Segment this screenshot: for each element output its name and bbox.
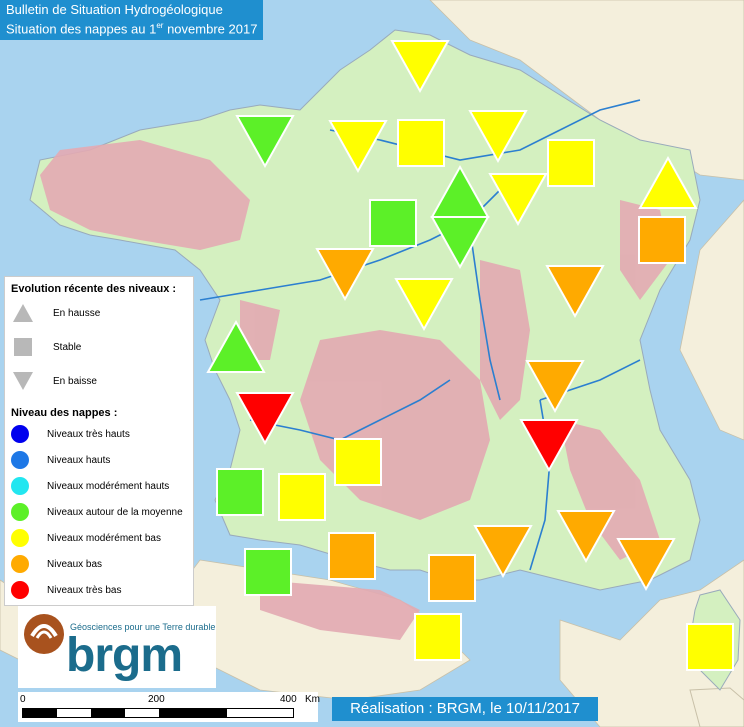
legend-level-label: Niveaux modérément bas — [47, 532, 161, 544]
level-dot-icon — [11, 503, 29, 521]
scale-tick-400: 400 — [280, 694, 297, 705]
legend-level-label: Niveaux autour de la moyenne — [47, 506, 183, 518]
logo-name: brgm — [66, 629, 183, 682]
credit-banner: Réalisation : BRGM, le 10/11/2017 — [332, 697, 598, 721]
scale-tick-0: 0 — [20, 694, 26, 705]
legend-level-item: Niveaux hauts — [11, 451, 110, 469]
station-marker-stable — [278, 473, 326, 521]
legend-level-item: Niveaux très bas — [11, 581, 121, 599]
station-marker-falling — [525, 360, 585, 414]
map-title: Bulletin de Situation Hydrogéologique Si… — [0, 0, 264, 41]
station-marker-falling — [556, 510, 616, 564]
station-marker-falling — [315, 248, 375, 302]
legend-panel: Evolution récente des niveaux : En hauss… — [4, 276, 194, 606]
station-marker-falling — [390, 40, 450, 94]
scale-graduation — [22, 708, 294, 718]
legend-evolution-title: Evolution récente des niveaux : — [11, 283, 177, 295]
station-marker-stable — [686, 623, 734, 671]
legend-level-item: Niveaux très hauts — [11, 425, 130, 443]
title-line-2-superscript: er — [156, 21, 164, 30]
level-dot-icon — [11, 581, 29, 599]
legend-level-label: Niveaux très hauts — [47, 428, 130, 440]
level-dot-icon — [11, 425, 29, 443]
station-marker-falling — [468, 110, 528, 164]
logo-tagline: Géosciences pour une Terre durable — [70, 622, 216, 632]
legend-level-item: Niveaux modérément bas — [11, 529, 161, 547]
legend-item-rising: En hausse — [11, 301, 100, 325]
station-marker-stable — [414, 613, 462, 661]
legend-level-label: Niveaux modérément hauts — [47, 480, 170, 492]
legend-item-label: En hausse — [53, 307, 101, 319]
station-marker-stable — [328, 532, 376, 580]
station-marker-falling — [519, 419, 579, 473]
title-line-2-start: Situation des nappes au 1 — [6, 21, 157, 37]
legend-level-label: Niveaux hauts — [47, 454, 111, 466]
station-marker-falling — [328, 120, 388, 174]
station-marker-rising — [638, 155, 698, 209]
scale-tick-200: 200 — [148, 694, 165, 705]
station-marker-stable — [216, 468, 264, 516]
legend-level-item: Niveaux autour de la moyenne — [11, 503, 183, 521]
legend-level-item: Niveaux bas — [11, 555, 102, 573]
station-marker-falling — [394, 278, 454, 332]
title-line-2-end: novembre 2017 — [163, 21, 258, 37]
station-marker-falling — [430, 216, 490, 270]
square-icon — [11, 335, 35, 359]
title-line-2: Situation des nappes au 1er novembre 201… — [6, 18, 257, 37]
station-marker-stable — [547, 139, 595, 187]
legend-item-stable: Stable — [11, 335, 81, 359]
station-marker-stable — [638, 216, 686, 264]
legend-item-label: Stable — [53, 341, 82, 353]
brgm-logo: Géosciences pour une Terre durable brgm — [18, 606, 216, 688]
brgm-emblem-icon — [24, 614, 64, 654]
legend-level-title: Niveau des nappes : — [11, 407, 118, 419]
legend-level-item: Niveaux modérément hauts — [11, 477, 169, 495]
station-marker-falling — [235, 115, 295, 169]
station-marker-stable — [244, 548, 292, 596]
legend-level-label: Niveaux très bas — [47, 584, 122, 596]
station-marker-falling — [545, 265, 605, 319]
station-marker-stable — [397, 119, 445, 167]
legend-item-label: En baisse — [53, 375, 97, 387]
station-marker-falling — [616, 538, 676, 592]
level-dot-icon — [11, 477, 29, 495]
legend-item-falling: En baisse — [11, 369, 97, 393]
level-dot-icon — [11, 555, 29, 573]
scale-unit: Km — [305, 694, 320, 705]
legend-level-label: Niveaux bas — [47, 558, 103, 570]
triangle-down-icon — [11, 369, 35, 393]
level-dot-icon — [11, 529, 29, 547]
sardinia — [689, 687, 744, 727]
station-marker-falling — [235, 392, 295, 446]
title-line-1: Bulletin de Situation Hydrogéologique — [6, 2, 223, 17]
level-dot-icon — [11, 451, 29, 469]
station-marker-stable — [369, 199, 417, 247]
station-marker-rising — [206, 319, 266, 373]
station-marker-falling — [473, 525, 533, 579]
triangle-up-icon — [11, 301, 35, 325]
scale-bar: 0 200 400 Km — [18, 692, 320, 722]
station-marker-falling — [488, 173, 548, 227]
station-marker-stable — [334, 438, 382, 486]
station-symbols — [206, 40, 734, 671]
station-marker-stable — [428, 554, 476, 602]
